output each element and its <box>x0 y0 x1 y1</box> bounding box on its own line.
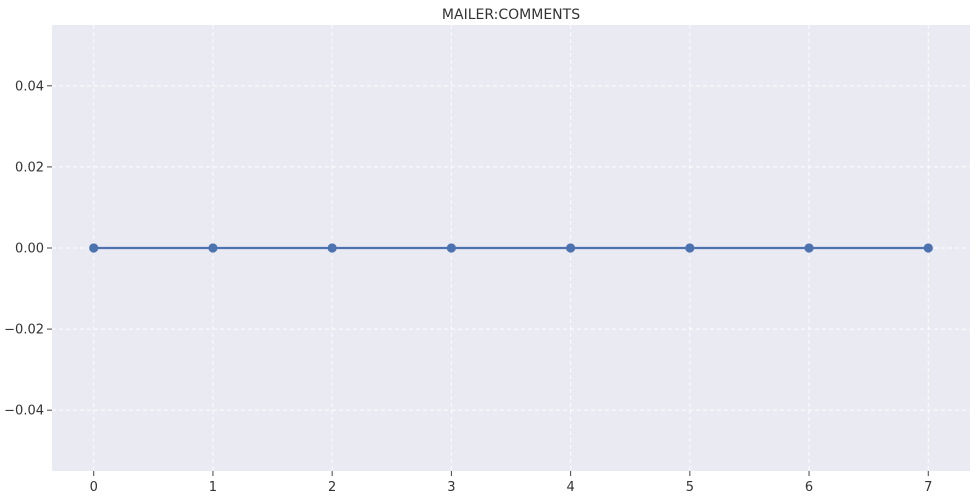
x-tick-label: 7 <box>924 480 932 495</box>
x-tick-label: 0 <box>90 480 98 495</box>
x-tick-label: 1 <box>209 480 217 495</box>
data-point <box>804 243 814 253</box>
y-tick-label: −0.02 <box>4 323 44 338</box>
x-tick-label: 5 <box>686 480 694 495</box>
grid <box>52 25 970 471</box>
x-tick-label: 3 <box>447 480 455 495</box>
data-point <box>327 243 337 253</box>
chart-title: MAILER:COMMENTS <box>442 7 580 23</box>
y-tick-label: 0.00 <box>15 242 44 257</box>
x-tick-label: 4 <box>566 480 574 495</box>
y-tick-label: 0.02 <box>15 160 44 175</box>
y-tick-label: −0.04 <box>4 404 44 419</box>
data-point <box>89 243 99 253</box>
data-point <box>446 243 456 253</box>
x-tick-label: 2 <box>328 480 336 495</box>
data-point <box>208 243 218 253</box>
axes: 0 1 2 3 4 5 6 7 −0.04 −0.02 0.00 0.02 0.04 <box>4 79 932 495</box>
y-tick-label: 0.04 <box>15 79 44 94</box>
series <box>89 243 933 253</box>
data-point <box>923 243 933 253</box>
x-tick-label: 6 <box>805 480 813 495</box>
data-point <box>685 243 695 253</box>
data-point <box>566 243 576 253</box>
